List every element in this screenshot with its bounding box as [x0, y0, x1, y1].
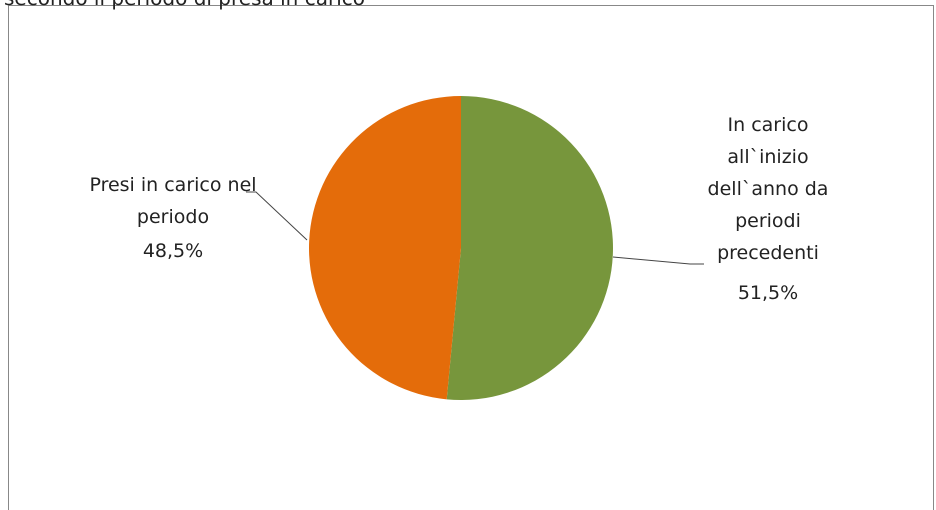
slice-value-label: 51,5%	[737, 282, 799, 304]
leader-line	[612, 256, 704, 265]
slice-label: In carico all`inizio dell`anno da period…	[707, 114, 829, 264]
slice-value-label: 48,5%	[142, 240, 204, 262]
leader-line	[246, 191, 308, 241]
chart-title: secondo il periodo di presa in carico	[4, 0, 365, 10]
slice-label: Presi in carico nel periodo	[89, 174, 257, 228]
pie-slice	[446, 96, 613, 400]
pie-slice	[309, 96, 461, 400]
